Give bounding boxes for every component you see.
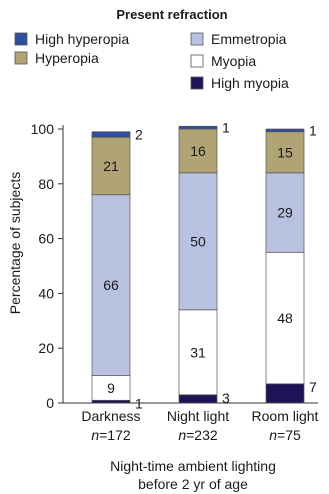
legend-title: Present refraction: [116, 7, 227, 22]
segment-darkness-hyperopia: [91, 136, 131, 196]
data-label-night-light-high-myopia: 3: [222, 390, 230, 406]
data-label-darkness-hyperopia: 21: [103, 158, 119, 174]
axes: 0 20 40 60 80 100: [31, 121, 318, 411]
x-axis-label-line2: before 2 yr of age: [138, 476, 248, 492]
data-label-night-light-hyperopia: 16: [190, 143, 206, 159]
data-label-room-light-myopia: 48: [277, 310, 293, 326]
segment-room-light-high-myopia: [265, 383, 305, 404]
legend-label-high-hyperopia: High hyperopia: [35, 31, 129, 47]
segment-room-light-high-hyperopia: [265, 128, 305, 133]
x-axis-label-line1: Night-time ambient lighting: [110, 458, 276, 474]
legend-swatch-myopia: [190, 54, 204, 68]
x-axis-categories: Darkness n=172 Night light n=232 Room light n…: [81, 408, 318, 443]
data-label-darkness-high-hyperopia: 2: [135, 126, 143, 142]
x-category-n-darkness: n=172: [91, 427, 131, 443]
legend-label-emmetropia: Emmetropia: [211, 31, 287, 47]
data-label-room-light-hyperopia: 15: [277, 144, 293, 160]
legend-swatch-emmetropia: [190, 32, 204, 46]
segment-night-light-high-hyperopia: [178, 125, 218, 130]
legend-label-high-myopia: High myopia: [211, 75, 289, 91]
data-label-darkness-emmetropia: 66: [103, 277, 119, 293]
bar-night-light: 3 31 50 16 1: [178, 120, 230, 406]
bar-darkness: 1 9 66 21 2: [91, 126, 143, 411]
segment-night-light-myopia: [178, 309, 218, 396]
segment-darkness-myopia: [91, 375, 131, 401]
y-tick-label-100: 100: [31, 121, 55, 137]
data-label-darkness-high-myopia: 1: [135, 395, 143, 411]
x-category-label-room-light: Room light: [252, 408, 319, 424]
legend-swatch-high-myopia: [190, 76, 204, 90]
bars: 1 9 66 21 2 3 31 50 16 1 7 48 29 15 1: [91, 120, 317, 411]
segment-room-light-emmetropia: [265, 172, 305, 253]
legend-label-hyperopia: Hyperopia: [35, 50, 99, 66]
y-axis-label: Percentage of subjects: [7, 172, 23, 314]
segment-darkness-high-hyperopia: [91, 131, 131, 138]
data-label-room-light-high-myopia: 7: [309, 379, 317, 395]
x-category-label-darkness: Darkness: [81, 408, 140, 424]
data-label-night-light-myopia: 31: [190, 344, 206, 360]
data-label-room-light-high-hyperopia: 1: [309, 122, 317, 138]
data-label-night-light-high-hyperopia: 1: [222, 120, 230, 136]
legend-swatch-hyperopia: [14, 51, 28, 65]
data-label-night-light-emmetropia: 50: [190, 233, 206, 249]
legend-label-myopia: Myopia: [211, 53, 256, 69]
segment-darkness-high-myopia: [91, 399, 131, 404]
data-label-room-light-emmetropia: 29: [277, 205, 293, 221]
x-category-label-night-light: Night light: [167, 408, 229, 424]
legend: High hyperopia Hyperopia Emmetropia Myopia H…: [14, 31, 289, 91]
segment-night-light-hyperopia: [178, 128, 218, 174]
segment-night-light-high-myopia: [178, 394, 218, 404]
y-tick-label-80: 80: [38, 176, 54, 192]
x-category-n-night-light: n=232: [178, 427, 218, 443]
segment-room-light-hyperopia: [265, 131, 305, 174]
legend-swatch-high-hyperopia: [14, 32, 28, 46]
y-tick-label-40: 40: [38, 285, 54, 301]
data-label-darkness-myopia: 9: [107, 380, 115, 396]
y-tick-label-20: 20: [38, 340, 54, 356]
y-tick-label-0: 0: [46, 395, 54, 411]
x-category-n-room-light: n=75: [269, 427, 301, 443]
y-tick-label-60: 60: [38, 231, 54, 247]
segment-night-light-emmetropia: [178, 172, 218, 311]
segment-darkness-emmetropia: [91, 194, 131, 376]
bar-room-light: 7 48 29 15 1: [265, 122, 317, 404]
